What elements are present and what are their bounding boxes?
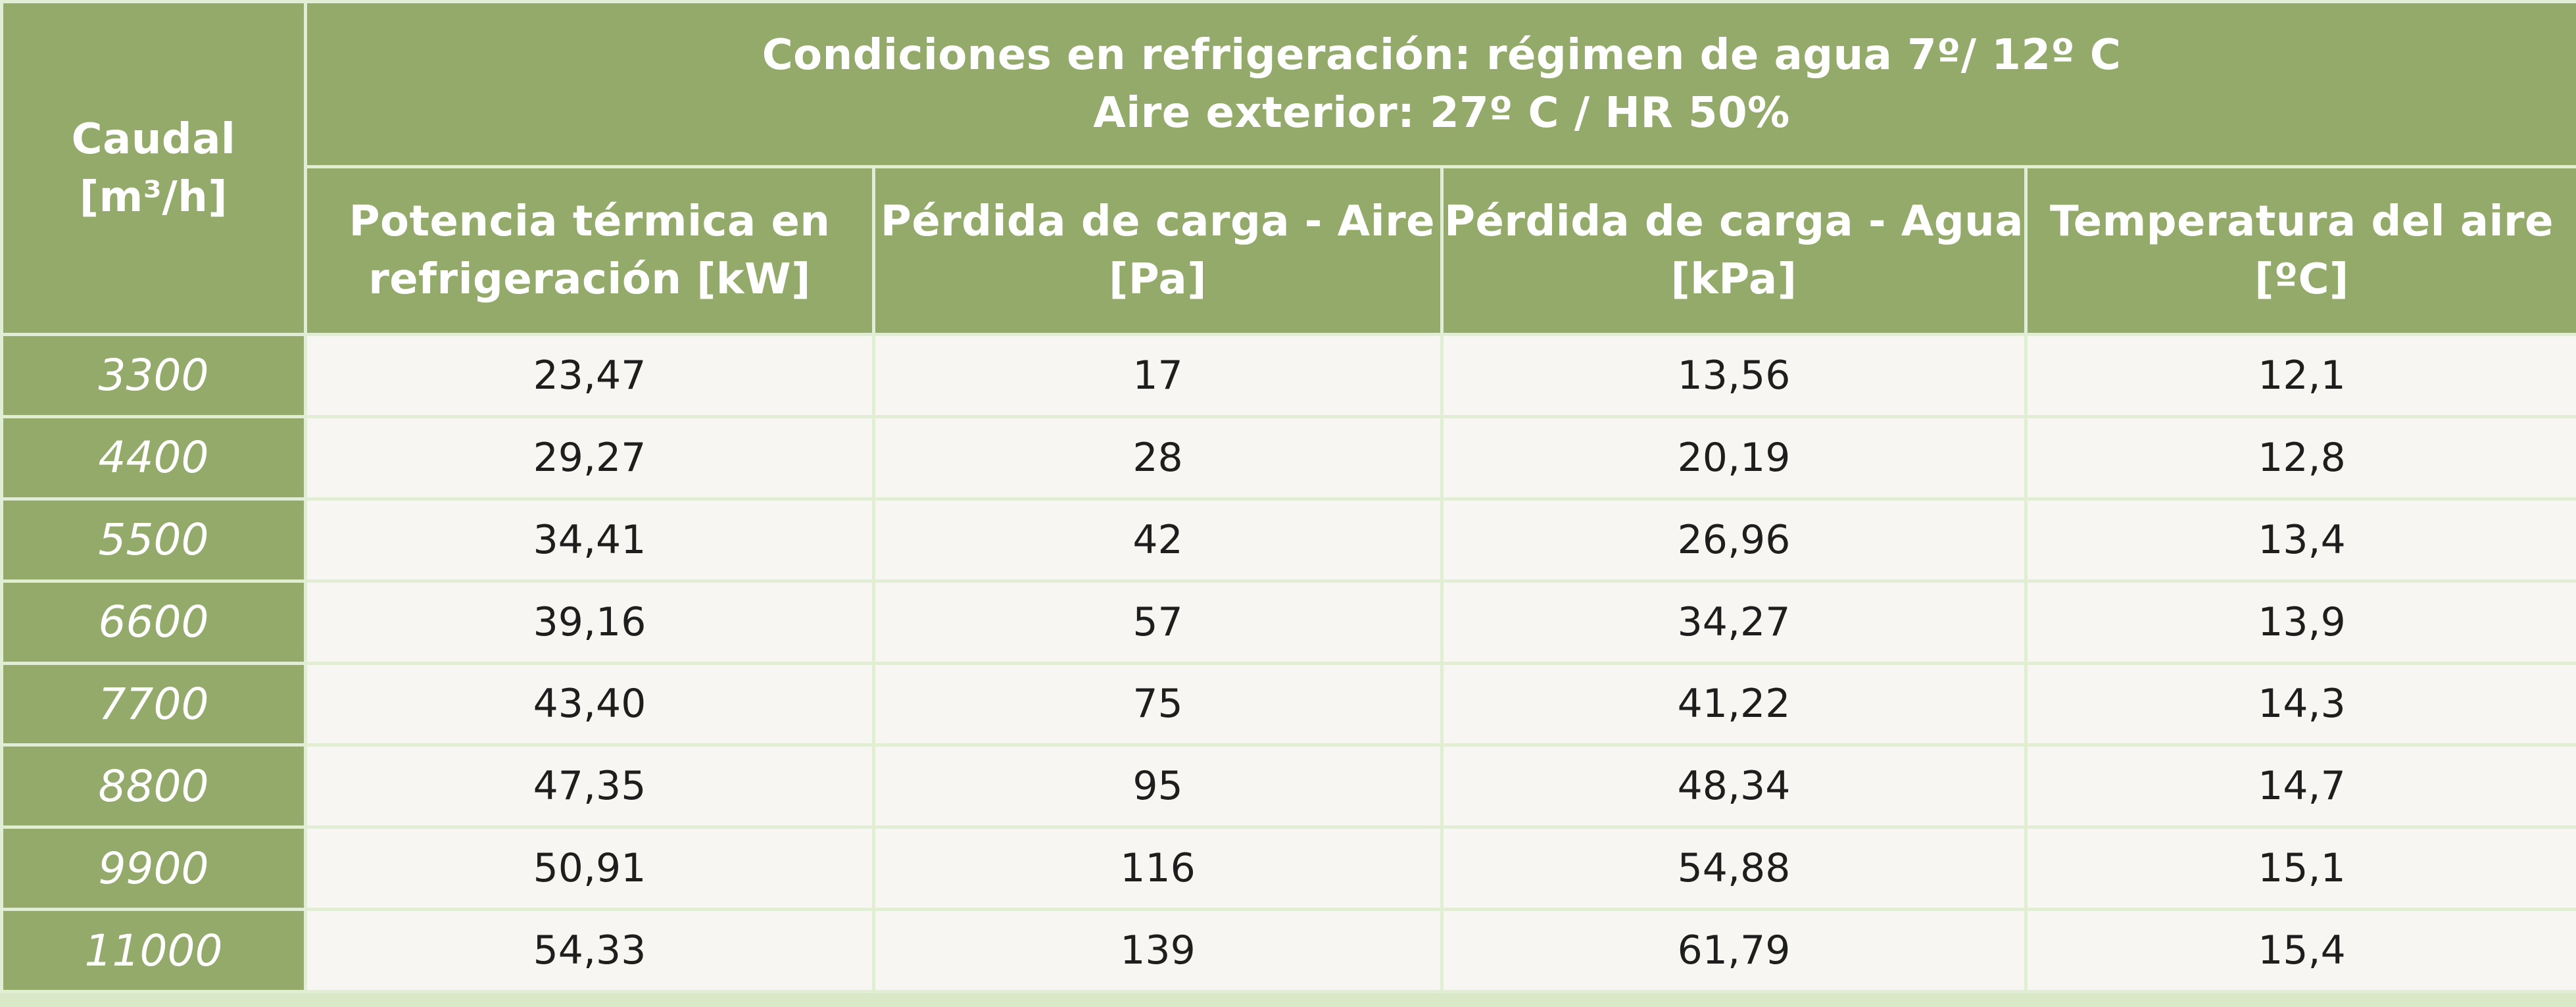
water-pressure-drop-value: 54,88 — [1440, 825, 2028, 912]
flow-column-header: Caudal [m³/h] — [0, 0, 307, 336]
air-pressure-drop-value: 42 — [872, 497, 1444, 583]
water-pressure-drop-value: 61,79 — [1440, 908, 2028, 993]
column-header-water-pressure-drop: Pérdida de carga - Agua [kPa] — [1440, 165, 2028, 336]
flow-header-label: Caudal — [71, 114, 236, 164]
water-pressure-drop-value: 26,96 — [1440, 497, 2028, 583]
air-temperature-value: 13,9 — [2024, 579, 2576, 665]
column-header-line-2: refrigeración [kW] — [368, 255, 811, 304]
flow-value: 11000 — [0, 908, 307, 993]
water-pressure-drop-value: 41,22 — [1440, 661, 2028, 747]
flow-value: 5500 — [0, 497, 307, 583]
header-row-top: Caudal [m³/h] Condiciones en refrigeraci… — [0, 0, 2576, 336]
column-header-cooling-power: Potencia térmica en refrigeración [kW] — [304, 165, 875, 336]
table-row: 9900 50,91 116 54,88 15,1 — [0, 825, 2576, 912]
flow-value: 6600 — [0, 579, 307, 665]
column-header-line-2: [ºC] — [2254, 255, 2349, 304]
table-body: 3300 23,47 17 13,56 12,1 4400 29,27 28 2… — [0, 333, 2576, 993]
conditions-title-line-1: Condiciones en refrigeración: régimen de… — [762, 31, 2122, 80]
cooling-power-value: 23,47 — [304, 333, 875, 418]
air-temperature-value: 13,4 — [2024, 497, 2576, 583]
air-pressure-drop-value: 28 — [872, 414, 1444, 501]
table-header: Caudal [m³/h] Condiciones en refrigeraci… — [0, 0, 2576, 336]
table-row: 8800 47,35 95 48,34 14,7 — [0, 743, 2576, 829]
conditions-title-line-2: Aire exterior: 27º C / HR 50% — [1093, 89, 1790, 137]
column-header-line-1: Pérdida de carga - Agua — [1444, 197, 2024, 246]
cooling-power-value: 47,35 — [304, 743, 875, 829]
air-temperature-value: 14,7 — [2024, 743, 2576, 829]
water-pressure-drop-value: 48,34 — [1440, 743, 2028, 829]
flow-value: 4400 — [0, 414, 307, 501]
table-row: 5500 34,41 42 26,96 13,4 — [0, 497, 2576, 583]
column-header-line-2: [Pa] — [1109, 255, 1207, 304]
conditions-title: Condiciones en refrigeración: régimen de… — [304, 0, 2576, 168]
column-header-line-1: Temperatura del aire — [2050, 197, 2554, 246]
cooling-power-value: 34,41 — [304, 497, 875, 583]
column-header-line-2: [kPa] — [1670, 255, 1797, 304]
column-header-air-pressure-drop: Pérdida de carga - Aire [Pa] — [872, 165, 1444, 336]
air-temperature-value: 14,3 — [2024, 661, 2576, 747]
cooling-power-value: 43,40 — [304, 661, 875, 747]
air-temperature-value: 15,4 — [2024, 908, 2576, 993]
table-row: 6600 39,16 57 34,27 13,9 — [0, 579, 2576, 665]
air-pressure-drop-value: 75 — [872, 661, 1444, 747]
air-temperature-value: 15,1 — [2024, 825, 2576, 912]
flow-header-unit: [m³/h] — [79, 172, 228, 222]
air-pressure-drop-value: 139 — [872, 908, 1444, 993]
column-header-air-temperature: Temperatura del aire [ºC] — [2024, 165, 2576, 336]
air-pressure-drop-value: 116 — [872, 825, 1444, 912]
flow-value: 8800 — [0, 743, 307, 829]
air-pressure-drop-value: 95 — [872, 743, 1444, 829]
flow-value: 9900 — [0, 825, 307, 912]
air-pressure-drop-value: 57 — [872, 579, 1444, 665]
water-pressure-drop-value: 13,56 — [1440, 333, 2028, 418]
air-temperature-value: 12,1 — [2024, 333, 2576, 418]
water-pressure-drop-value: 20,19 — [1440, 414, 2028, 501]
table-row: 3300 23,47 17 13,56 12,1 — [0, 333, 2576, 418]
table-row: 4400 29,27 28 20,19 12,8 — [0, 414, 2576, 501]
cooling-power-value: 39,16 — [304, 579, 875, 665]
air-temperature-value: 12,8 — [2024, 414, 2576, 501]
table-row: 7700 43,40 75 41,22 14,3 — [0, 661, 2576, 747]
table-row: 11000 54,33 139 61,79 15,4 — [0, 908, 2576, 993]
flow-value: 3300 — [0, 333, 307, 418]
cooling-power-value: 54,33 — [304, 908, 875, 993]
column-header-line-1: Potencia térmica en — [349, 197, 831, 246]
flow-value: 7700 — [0, 661, 307, 747]
cooling-power-value: 50,91 — [304, 825, 875, 912]
air-pressure-drop-value: 17 — [872, 333, 1444, 418]
header-row-columns: Potencia térmica en refrigeración [kW] P… — [2, 165, 2576, 336]
column-header-line-1: Pérdida de carga - Aire — [880, 197, 1436, 246]
water-pressure-drop-value: 34,27 — [1440, 579, 2028, 665]
cooling-power-value: 29,27 — [304, 414, 875, 501]
